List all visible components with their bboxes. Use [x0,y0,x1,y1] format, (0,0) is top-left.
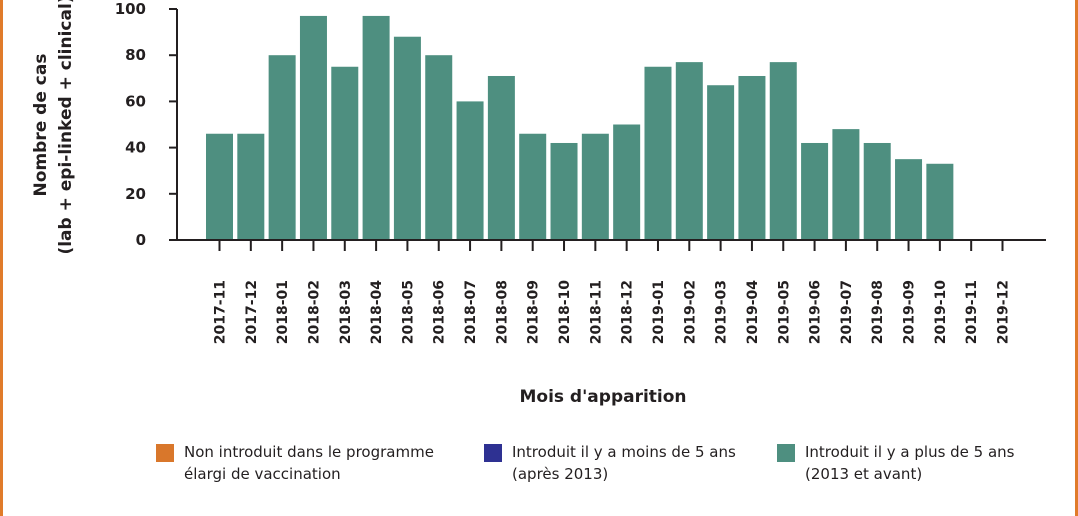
y-axis-title-line2: (lab + epi-linked + clinical) [56,0,76,255]
x-tick-label: 2019-03 [714,280,730,344]
bar-2018-04 [362,15,390,241]
legend: Non introduit dans le programme élargi de… [156,441,1015,485]
bar-2019-04 [738,75,766,241]
x-tick-label: 2018-10 [557,280,573,345]
bar-2019-09 [895,159,923,240]
x-tick-label: 2018-02 [306,280,322,344]
bar-2018-06 [425,55,453,241]
bar-2019-07 [832,129,860,240]
bar-2019-02 [675,62,703,240]
x-tick-label: 2019-07 [839,280,855,344]
legend-item: Introduit il y a moins de 5 ans (après 20… [484,441,777,485]
x-tick-label: 2019-09 [902,280,918,344]
y-tick-label: 0 [136,231,146,249]
bars [206,15,954,241]
bar-2018-05 [393,36,421,240]
bar-2018-11 [581,133,609,240]
legend-swatch-less-5-years [484,444,502,462]
x-tick-label: 2019-02 [682,280,698,344]
y-axis-ticks: 0 20 40 60 80 100 [115,0,177,249]
legend-label-line1: Non introduit dans le programme [184,443,434,461]
x-tick-label: 2019-08 [870,280,886,344]
y-tick-label: 100 [115,0,146,18]
y-axis-title: Nombre de cas (lab + epi-linked + clinic… [31,0,76,255]
bar-2018-07 [456,101,484,241]
bar-2019-10 [926,163,954,240]
bar-2018-10 [550,142,578,240]
y-tick-label: 60 [125,92,146,110]
x-tick-label: 2018-07 [463,280,479,344]
bar-2019-01 [644,66,672,240]
legend-label-line1: Introduit il y a plus de 5 ans [805,443,1015,461]
x-tick-label: 2019-12 [996,280,1012,344]
x-tick-label: 2018-11 [588,280,604,344]
bar-2017-11 [206,133,233,240]
bar-2017-12 [237,133,265,240]
bar-2019-06 [801,142,829,240]
legend-label: Introduit il y a moins de 5 ans (après 20… [512,441,736,485]
x-tick-label: 2018-12 [620,280,636,344]
x-tick-label: 2018-04 [369,280,385,345]
y-tick-label: 20 [125,185,146,203]
legend-label-line2: élargi de vaccination [184,465,341,483]
x-tick-label: 2019-04 [745,280,761,345]
x-tick-label: 2019-01 [651,280,667,344]
x-axis-title: Mois d'apparition [519,387,686,407]
bar-2018-01 [268,55,296,241]
x-tick-label: 2018-05 [400,280,416,344]
bar-2019-08 [863,142,891,240]
x-tick-label: 2018-06 [432,280,448,344]
legend-swatch-not-introduced [156,444,174,462]
legend-label: Introduit il y a plus de 5 ans (2013 et a… [805,441,1015,485]
legend-label-line2: (après 2013) [512,465,609,483]
bar-2018-03 [331,66,359,240]
x-tick-label: 2019-10 [933,280,949,345]
x-tick-label: 2019-06 [808,280,824,344]
bar-2019-03 [707,85,735,240]
x-tick-label: 2019-05 [776,280,792,344]
bar-2018-09 [519,133,547,240]
x-tick-label: 2018-03 [338,280,354,344]
legend-label-line2: (2013 et avant) [805,465,923,483]
legend-item: Introduit il y a plus de 5 ans (2013 et a… [777,441,1015,485]
x-axis-ticks: 2017-11 2017-12 2018-01 2018-02 2018-03 2018-… [213,240,1012,344]
legend-label: Non introduit dans le programme élargi de… [184,441,434,485]
x-tick-label: 2018-08 [494,280,510,344]
bar-2018-08 [487,75,515,241]
x-tick-label: 2018-01 [275,280,291,344]
legend-swatch-more-5-years [777,444,795,462]
y-tick-label: 40 [125,139,146,157]
x-tick-label: 2018-09 [526,280,542,344]
x-tick-label: 2019-11 [964,280,980,344]
y-tick-label: 80 [125,46,146,64]
legend-item: Non introduit dans le programme élargi de… [156,441,484,485]
bar-2018-02 [299,15,327,241]
bar-2018-12 [613,124,641,240]
y-axis-title-line1: Nombre de cas [31,54,51,197]
x-tick-label: 2017-11 [213,280,229,344]
legend-label-line1: Introduit il y a moins de 5 ans [512,443,736,461]
bar-2019-05 [769,62,797,240]
x-tick-label: 2017-12 [244,280,260,344]
